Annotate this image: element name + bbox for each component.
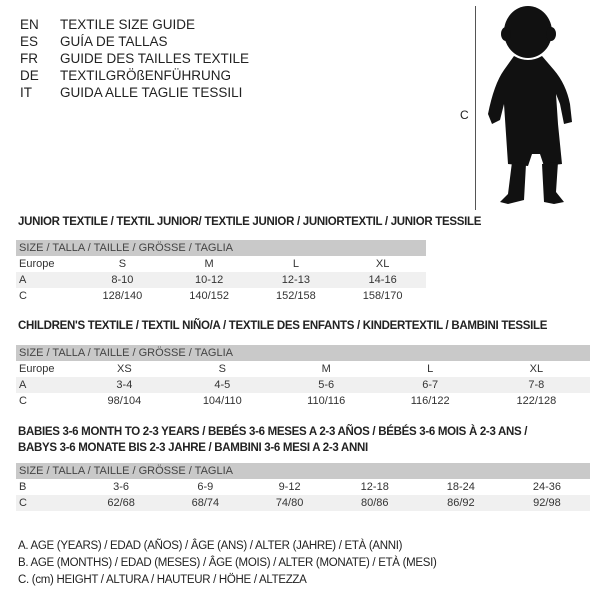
child-silhouette-icon — [488, 6, 572, 204]
junior-size-table: SIZE / TALLA / TAILLE / GRÖSSE / TAGLIA E… — [16, 240, 426, 304]
table-cell: M — [204, 258, 214, 270]
table-row: C 98/104 104/110 110/116 116/122 122/128 — [16, 393, 590, 409]
table-cell: 8-10 — [79, 272, 166, 288]
row-label: C — [16, 495, 79, 511]
table-row: A 8-10 10-12 12-13 14-16 — [16, 272, 426, 288]
row-label: Europe — [19, 258, 55, 270]
table-cell: 62/68 — [79, 495, 164, 511]
table-cell: 110/116 — [307, 395, 346, 407]
table-row: C 128/140 140/152 152/158 158/170 — [16, 288, 426, 304]
table-cell: XS — [117, 363, 132, 375]
legend-b: B. AGE (MONTHS) / EDAD (MESES) / ÂGE (MO… — [18, 557, 437, 569]
table-row: Europe S M L XL — [16, 256, 426, 272]
table-cell: 122/128 — [516, 395, 557, 407]
legend-a: A. AGE (YEARS) / EDAD (AÑOS) / ÂGE (ANS)… — [18, 540, 403, 552]
row-label: C — [19, 290, 27, 302]
legend-c: C. (cm) HEIGHT / ALTURA / HAUTEUR / HÖHE… — [18, 574, 307, 586]
table-cell: 3-4 — [79, 377, 170, 393]
babies-title-2: BABYS 3-6 MONATE BIS 2-3 JAHRE / BAMBINI… — [18, 442, 368, 454]
table-cell: 140/152 — [189, 290, 229, 302]
table-cell: S — [118, 258, 127, 270]
height-line — [475, 6, 476, 210]
table-cell: 92/98 — [503, 495, 590, 511]
table-cell: L — [292, 258, 299, 270]
table-cell: 86/92 — [417, 495, 504, 511]
table-header: SIZE / TALLA / TAILLE / GRÖSSE / TAGLIA — [16, 345, 590, 361]
table-cell: 4-5 — [169, 377, 275, 393]
table-cell: 9-12 — [278, 481, 301, 493]
table-cell: 7-8 — [482, 377, 590, 393]
table-cell: S — [218, 363, 226, 375]
table-cell: M — [321, 363, 331, 375]
table-header: SIZE / TALLA / TAILLE / GRÖSSE / TAGLIA — [16, 240, 426, 256]
table-row: C 62/68 68/74 74/80 80/86 86/92 92/98 — [16, 495, 590, 511]
table-cell: 68/74 — [163, 495, 248, 511]
table-cell: 14-16 — [339, 272, 426, 288]
table-cell: 116/122 — [410, 395, 450, 407]
table-cell: 5-6 — [274, 377, 378, 393]
table-row: Europe XS S M L XL — [16, 361, 590, 377]
table-cell: 128/140 — [102, 290, 143, 302]
junior-title: JUNIOR TEXTILE / TEXTIL JUNIOR/ TEXTILE … — [18, 216, 482, 228]
row-label: Europe — [19, 363, 55, 375]
table-cell: L — [427, 363, 434, 375]
language-list: EN TEXTILE SIZE GUIDE ES GUÍA DE TALLAS FR… — [20, 17, 250, 100]
children-size-table: SIZE / TALLA / TAILLE / GRÖSSE / TAGLIA E… — [16, 345, 590, 409]
table-cell: 18-24 — [446, 481, 475, 493]
table-cell: 98/104 — [107, 395, 142, 407]
babies-size-table: SIZE / TALLA / TAILLE / GRÖSSE / TAGLIA B… — [16, 463, 590, 511]
row-label: A — [16, 272, 79, 288]
table-cell: 152/158 — [275, 290, 316, 302]
table-cell: 80/86 — [331, 495, 418, 511]
table-cell: 3-6 — [113, 481, 130, 493]
table-cell: 6-9 — [197, 481, 214, 493]
row-label: A — [16, 377, 79, 393]
table-header-row: SIZE / TALLA / TAILLE / GRÖSSE / TAGLIA — [16, 345, 590, 361]
table-cell: 104/110 — [202, 395, 242, 407]
table-header-row: SIZE / TALLA / TAILLE / GRÖSSE / TAGLIA — [16, 463, 590, 479]
table-row: B 3-6 6-9 9-12 12-18 18-24 24-36 — [16, 479, 590, 495]
table-cell: 158/170 — [362, 290, 403, 302]
babies-title: BABIES 3-6 MONTH TO 2-3 YEARS / BEBÉS 3-… — [18, 426, 528, 438]
table-cell: 74/80 — [247, 495, 332, 511]
row-label: B — [19, 481, 27, 493]
table-cell: XL — [529, 363, 544, 375]
children-title: CHILDREN'S TEXTILE / TEXTIL NIÑO/A / TEX… — [18, 320, 548, 332]
table-cell: 10-12 — [165, 272, 253, 288]
table-header: SIZE / TALLA / TAILLE / GRÖSSE / TAGLIA — [16, 463, 590, 479]
height-label: C — [460, 108, 469, 122]
row-label: C — [19, 395, 27, 407]
table-header-row: SIZE / TALLA / TAILLE / GRÖSSE / TAGLIA — [16, 240, 426, 256]
table-cell: 6-7 — [377, 377, 483, 393]
table-cell: 24-36 — [532, 481, 562, 493]
table-cell: 12-18 — [360, 481, 389, 493]
table-cell: XL — [375, 258, 390, 270]
table-cell: 12-13 — [252, 272, 340, 288]
table-row: A 3-4 4-5 5-6 6-7 7-8 — [16, 377, 590, 393]
